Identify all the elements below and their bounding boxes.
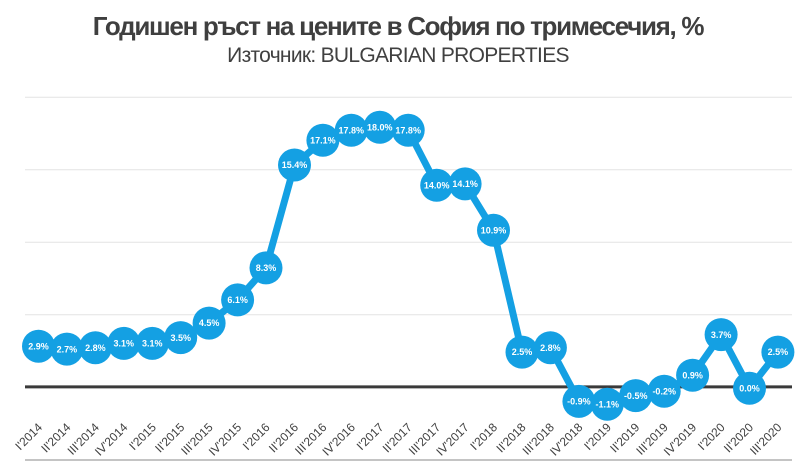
svg-text:15.4%: 15.4%	[282, 160, 308, 170]
svg-text:2.8%: 2.8%	[540, 343, 561, 353]
svg-text:18.0%: 18.0%	[367, 123, 393, 133]
svg-text:2.9%: 2.9%	[28, 341, 49, 351]
svg-text:8.3%: 8.3%	[256, 263, 277, 273]
svg-text:III'2020: III'2020	[747, 420, 785, 458]
svg-text:2.7%: 2.7%	[57, 344, 78, 354]
svg-text:2.8%: 2.8%	[85, 343, 106, 353]
svg-text:3.7%: 3.7%	[711, 330, 732, 340]
svg-text:IV'2019: IV'2019	[661, 420, 700, 459]
svg-text:2.5%: 2.5%	[512, 347, 533, 357]
svg-text:-1.1%: -1.1%	[596, 399, 620, 409]
svg-text:6.1%: 6.1%	[227, 295, 248, 305]
svg-text:-0.9%: -0.9%	[567, 397, 591, 407]
svg-text:0.0%: 0.0%	[739, 384, 760, 394]
svg-text:3.1%: 3.1%	[142, 339, 163, 349]
svg-text:0.9%: 0.9%	[682, 370, 703, 380]
svg-text:3.5%: 3.5%	[170, 333, 191, 343]
svg-text:IV'2014: IV'2014	[92, 420, 131, 459]
svg-text:IV'2016: IV'2016	[320, 420, 359, 459]
svg-text:IV'2015: IV'2015	[206, 420, 245, 459]
svg-text:17.8%: 17.8%	[339, 125, 365, 135]
svg-text:17.8%: 17.8%	[395, 125, 421, 135]
svg-text:4.5%: 4.5%	[199, 318, 220, 328]
svg-text:14.0%: 14.0%	[424, 181, 450, 191]
svg-text:17.1%: 17.1%	[310, 136, 336, 146]
svg-text:-0.5%: -0.5%	[624, 391, 648, 401]
svg-text:2.5%: 2.5%	[768, 347, 789, 357]
svg-text:IV'2018: IV'2018	[547, 420, 586, 459]
svg-text:IV'2017: IV'2017	[433, 420, 472, 459]
svg-text:-0.2%: -0.2%	[652, 386, 676, 396]
svg-text:3.1%: 3.1%	[114, 339, 135, 349]
svg-text:10.9%: 10.9%	[481, 225, 507, 235]
svg-text:14.1%: 14.1%	[452, 179, 478, 189]
